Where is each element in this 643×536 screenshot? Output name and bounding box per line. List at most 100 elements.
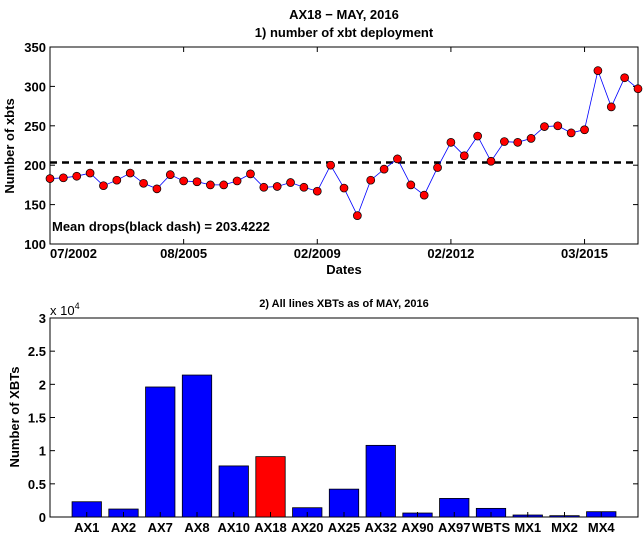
bottom-x-tick-label: AX1 xyxy=(74,520,99,535)
top-y-tick-label: 100 xyxy=(24,237,46,252)
data-point xyxy=(326,160,335,170)
data-point xyxy=(259,182,269,192)
data-point xyxy=(633,84,643,94)
bottom-chart-title: 2) All lines XBTs as of MAY, 2016 xyxy=(259,298,429,310)
y-multiplier-base: x 10 xyxy=(50,303,75,318)
bottom-plot-area xyxy=(49,317,639,518)
bottom-y-axis: 0 0.5 1 1.5 2 2.5 3 xyxy=(28,311,638,525)
bottom-y-tick-label: 1 xyxy=(39,444,46,459)
data-point xyxy=(246,169,255,179)
bottom-x-axis: AX1 AX2 AX7 AX8 AX10 AX18 AX20 AX25 AX32 AX90 AX97… xyxy=(74,512,615,535)
series-markers xyxy=(45,66,643,220)
bar-ax8 xyxy=(181,374,213,518)
bottom-x-tick-label: AX25 xyxy=(328,520,361,535)
data-point xyxy=(45,174,55,183)
bottom-y-tick-label: 1.5 xyxy=(28,411,46,426)
data-point xyxy=(366,175,376,185)
bottom-x-tick-label: MX1 xyxy=(514,520,541,535)
bottom-x-tick-label: WBTS xyxy=(472,520,511,535)
bottom-x-tick-label: AX20 xyxy=(291,520,324,535)
bottom-x-tick-label: AX18 xyxy=(254,520,287,535)
data-point xyxy=(152,184,162,194)
data-point xyxy=(459,151,469,161)
data-point xyxy=(165,170,175,180)
data-point xyxy=(206,180,215,190)
top-y-tick-label: 350 xyxy=(24,40,46,55)
data-point xyxy=(59,173,68,183)
bottom-y-tick-label: 0.5 xyxy=(28,477,46,492)
bottom-x-tick-label: AX2 xyxy=(111,520,136,535)
data-point xyxy=(192,177,202,187)
bottom-x-tick-label: MX2 xyxy=(551,520,578,535)
data-point xyxy=(232,176,242,186)
data-point xyxy=(139,178,148,188)
data-point xyxy=(566,128,576,138)
data-point xyxy=(353,211,362,220)
data-point xyxy=(272,182,282,191)
y-multiplier: x 104 xyxy=(50,301,80,318)
bottom-x-tick-label: MX4 xyxy=(588,520,616,535)
top-y-tick-label: 250 xyxy=(24,119,46,134)
bottom-x-tick-label: AX10 xyxy=(217,520,250,535)
data-point xyxy=(112,175,122,185)
top-x-axis: 07/2002 08/2005 02/2009 02/2012 03/2015 xyxy=(49,47,608,261)
top-y-tick-label: 150 xyxy=(24,198,46,213)
bar-ax32 xyxy=(365,444,396,518)
mean-label: Mean drops(black dash) = 203.4222 xyxy=(52,219,270,234)
data-point xyxy=(553,121,563,131)
data-point xyxy=(473,131,482,141)
top-y-axis: 100 150 200 250 300 350 xyxy=(24,40,638,252)
data-point xyxy=(540,122,549,131)
series-line xyxy=(49,69,639,217)
data-point xyxy=(393,154,402,164)
data-point xyxy=(312,186,322,196)
bottom-x-tick-label: AX8 xyxy=(184,520,209,535)
bottom-x-tick-label: AX97 xyxy=(438,520,471,535)
top-y-tick-label: 200 xyxy=(24,158,46,173)
bottom-y-tick-label: 2 xyxy=(39,377,46,392)
bottom-y-label: Number of XBTs xyxy=(7,367,22,468)
data-point xyxy=(219,180,229,190)
data-point xyxy=(486,156,496,166)
data-point xyxy=(526,134,536,143)
data-point xyxy=(72,171,82,181)
top-x-tick-label: 03/2015 xyxy=(561,246,608,261)
data-point xyxy=(606,102,616,112)
data-point xyxy=(500,137,509,146)
bottom-x-tick-label: AX7 xyxy=(148,520,173,535)
data-point xyxy=(85,168,95,178)
bar-ax10 xyxy=(218,465,249,518)
top-y-tick-label: 300 xyxy=(24,79,46,94)
top-x-tick-label: 08/2005 xyxy=(160,246,207,261)
top-y-label: Number of xbts xyxy=(2,98,17,193)
data-point xyxy=(339,183,349,193)
data-point xyxy=(620,73,629,83)
figure-title: AX18 − MAY, 2016 xyxy=(289,7,399,22)
top-x-tick-label: 02/2012 xyxy=(427,246,474,261)
all-lines-bar-chart: 2) All lines XBTs as of MAY, 2016 0 0.5 1 1… xyxy=(7,298,639,535)
data-point xyxy=(125,168,135,178)
top-plot-area xyxy=(49,46,639,245)
data-point xyxy=(446,137,456,147)
bars xyxy=(71,374,617,518)
data-point xyxy=(513,137,523,147)
y-multiplier-exp: 4 xyxy=(75,301,80,311)
data-point xyxy=(99,181,108,191)
bottom-x-tick-label: AX32 xyxy=(364,520,397,535)
data-point xyxy=(299,182,309,192)
data-point xyxy=(593,66,603,75)
data-point xyxy=(419,190,429,200)
data-point xyxy=(179,176,188,186)
bottom-y-tick-label: 0 xyxy=(39,510,46,525)
bottom-x-tick-label: AX90 xyxy=(401,520,434,535)
data-point xyxy=(286,178,295,187)
data-point xyxy=(379,164,389,174)
bar-ax18 xyxy=(255,456,286,518)
data-point xyxy=(433,163,442,172)
bottom-y-tick-label: 3 xyxy=(39,311,46,326)
top-x-label: Dates xyxy=(326,262,361,277)
deployment-line-chart: 100 150 200 250 300 350 07/2002 08/2005 02/2009… xyxy=(2,40,643,277)
top-chart-title: 1) number of xbt deployment xyxy=(255,25,434,40)
top-x-tick-label: 07/2002 xyxy=(50,246,97,261)
